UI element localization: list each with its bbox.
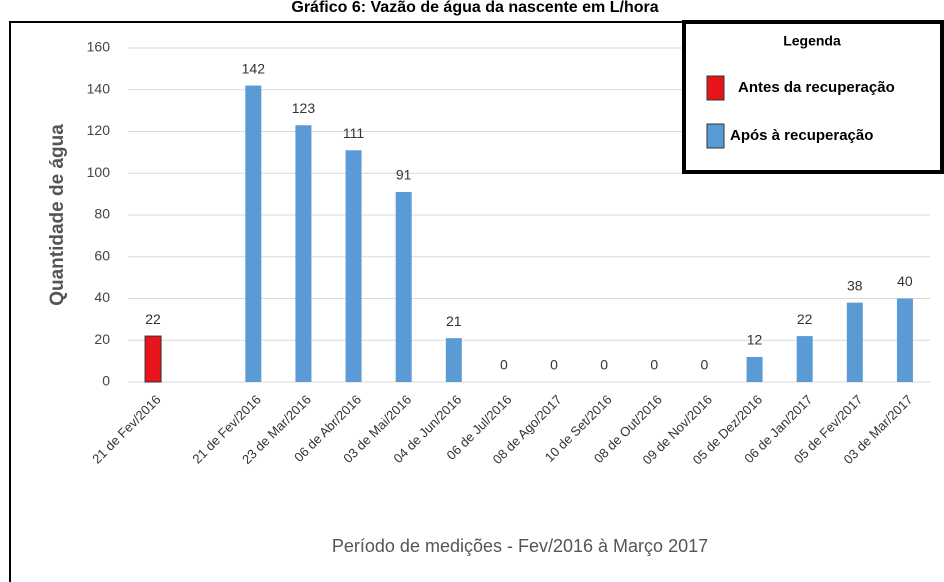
y-tick-label: 120 <box>87 122 111 138</box>
value-label: 111 <box>343 125 364 141</box>
y-tick-label: 20 <box>94 331 110 347</box>
value-label: 0 <box>500 357 508 373</box>
bar <box>295 125 312 383</box>
value-label: 0 <box>600 357 608 373</box>
legend-label: Após à recuperação <box>730 127 873 144</box>
value-label: 38 <box>847 277 863 293</box>
bar <box>445 338 462 382</box>
y-tick-label: 40 <box>94 289 110 305</box>
value-label: 40 <box>897 273 913 289</box>
value-label: 21 <box>446 313 462 329</box>
bar <box>144 335 162 383</box>
chart-title: Gráfico 6: Vazão de água da nascente em … <box>291 0 658 16</box>
y-tick-label: 0 <box>102 373 110 389</box>
legend: Legenda Antes da recuperação Após à recupe… <box>682 20 944 174</box>
legend-box <box>682 20 944 174</box>
x-tick-label: 21 de Fev/2016 <box>89 392 164 467</box>
value-label: 123 <box>292 100 316 116</box>
bar <box>846 302 863 382</box>
bar <box>796 336 813 382</box>
bar <box>245 85 262 382</box>
legend-swatch <box>706 123 725 149</box>
value-label: 22 <box>797 311 813 327</box>
y-tick-label: 160 <box>87 39 111 55</box>
value-label: 91 <box>396 167 412 183</box>
y-tick-label: 100 <box>87 164 111 180</box>
y-axis-title: Quantidade de água <box>47 124 68 306</box>
y-tick-label: 80 <box>94 206 110 222</box>
x-axis-title: Período de medições - Fev/2016 à Março 2… <box>332 536 708 556</box>
legend-title: Legenda <box>783 33 841 49</box>
value-label: 0 <box>701 357 709 373</box>
y-tick-label: 60 <box>94 247 110 263</box>
value-label: 22 <box>145 311 161 327</box>
legend-label: Antes da recuperação <box>738 79 895 96</box>
value-label: 0 <box>550 357 558 373</box>
bar <box>746 356 763 382</box>
value-label: 142 <box>242 60 266 76</box>
bar <box>345 150 362 382</box>
bar <box>896 298 913 382</box>
value-label: 12 <box>747 332 763 348</box>
chart-frame <box>9 21 944 582</box>
value-label: 0 <box>650 357 658 373</box>
y-tick-label: 140 <box>87 80 111 96</box>
bar <box>395 192 412 382</box>
legend-swatch <box>706 75 725 101</box>
